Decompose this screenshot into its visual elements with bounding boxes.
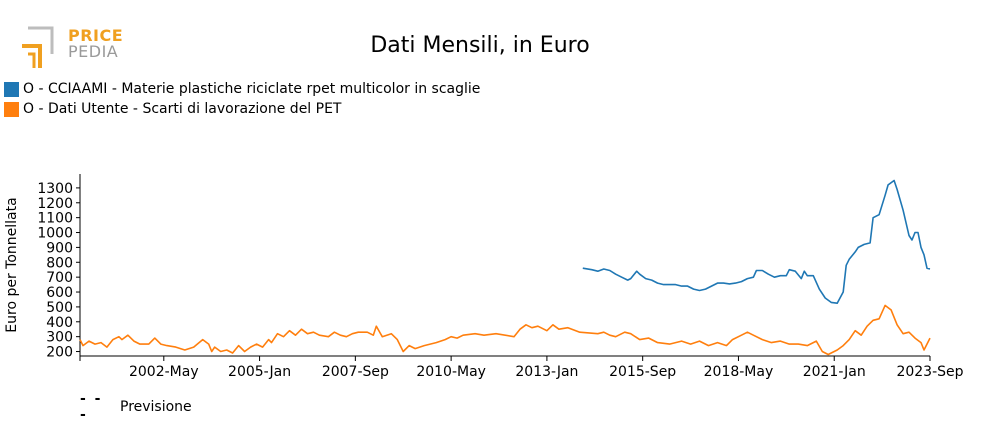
forecast-legend: - - - Previsione <box>80 391 192 423</box>
y-tick-label: 900 <box>46 240 73 256</box>
y-tick-label: 400 <box>46 315 73 331</box>
logo-text-price: PRICE <box>68 26 124 45</box>
logo-text-pedia: PEDIA <box>68 42 119 61</box>
legend-label-series-1: O - CCIAAMI - Materie plastiche riciclat… <box>23 81 481 97</box>
chart-title: Dati Mensili, in Euro <box>370 33 590 58</box>
x-tick-label: 2015-Sep <box>609 364 676 380</box>
series-layer <box>79 179 931 356</box>
y-tick-label: 800 <box>46 255 73 271</box>
y-tick-label: 1100 <box>37 211 73 227</box>
legend-item-series-1[interactable]: O - CCIAAMI - Materie plastiche riciclat… <box>4 79 480 99</box>
y-tick-label: 200 <box>46 345 73 361</box>
legend-swatch-series-2 <box>4 101 19 117</box>
x-tick-label: 2018-May <box>704 364 774 380</box>
x-tick-label: 2013-Jan <box>515 364 578 380</box>
y-tick-label: 1300 <box>37 181 73 197</box>
x-tick-label: 2021-Jan <box>803 364 866 380</box>
forecast-dash-symbol: - - - <box>80 391 103 423</box>
legend-label-series-2: O - Dati Utente - Scarti di lavorazione … <box>23 101 342 117</box>
y-tick-label: 600 <box>46 285 73 301</box>
y-tick-label: 1000 <box>37 226 73 242</box>
x-tick-label: 2007-Sep <box>322 364 389 380</box>
y-axis-label: Euro per Tonnellata <box>4 197 20 332</box>
series-line-1 <box>582 179 931 304</box>
x-tick-label: 2023-Sep <box>896 364 963 380</box>
y-tick-label: 1200 <box>37 196 73 212</box>
legend-item-series-2[interactable]: O - Dati Utente - Scarti di lavorazione … <box>4 99 480 119</box>
y-tick-label: 300 <box>46 330 73 346</box>
x-axis: 2002-May 2005-Jan 2007-Sep 2010-May 2013-Jan… <box>79 355 964 380</box>
series-line-2 <box>79 304 931 356</box>
legend-swatch-series-1 <box>4 81 19 97</box>
x-tick-label: 2010-May <box>416 364 486 380</box>
x-tick-label: 2005-Jan <box>228 364 291 380</box>
logo-mark-icon <box>22 26 54 68</box>
forecast-label: Previsione <box>120 399 192 415</box>
x-tick-label: 2002-May <box>129 364 199 380</box>
pricepedia-logo: PRICE PEDIA <box>18 24 128 74</box>
legend: O - CCIAAMI - Materie plastiche riciclat… <box>4 79 480 119</box>
y-tick-label: 500 <box>46 300 73 316</box>
y-tick-label: 700 <box>46 270 73 286</box>
